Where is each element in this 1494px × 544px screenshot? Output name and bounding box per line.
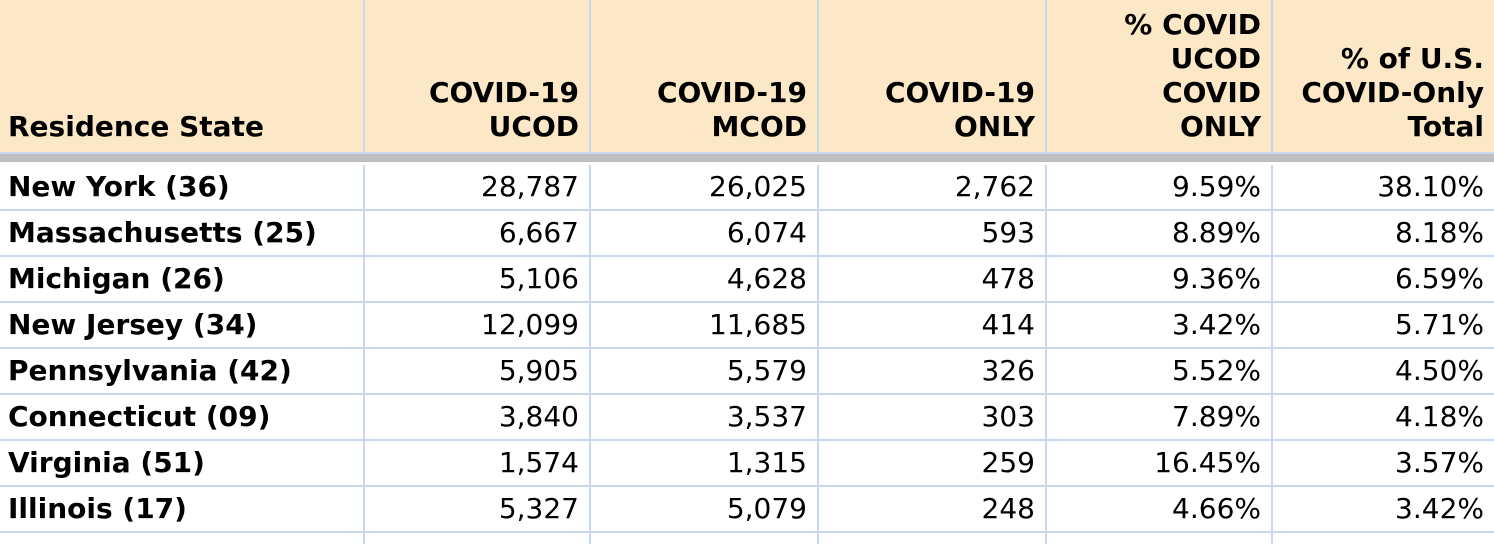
- value-cell: 8.18%: [1272, 209, 1494, 257]
- table-row: Virginia (51) 1,574 1,315 259 16.45% 3.57%: [0, 439, 1494, 487]
- value-cell: 3.42%: [1272, 485, 1494, 533]
- empty-cell: [590, 531, 819, 544]
- value-cell: 4,628: [590, 255, 819, 303]
- value-cell: 1,315: [590, 439, 819, 487]
- state-cell: Virginia (51): [0, 439, 365, 487]
- partial-next-row: [0, 531, 1494, 544]
- table-header: Residence State COVID-19 UCOD COVID-19 M…: [0, 0, 1494, 165]
- value-cell: 2,762: [818, 163, 1047, 211]
- table-row: Michigan (26) 5,106 4,628 478 9.36% 6.59%: [0, 255, 1494, 303]
- value-cell: 5.71%: [1272, 301, 1494, 349]
- value-cell: 3.57%: [1272, 439, 1494, 487]
- value-cell: 7.89%: [1046, 393, 1273, 441]
- value-cell: 5,327: [364, 485, 591, 533]
- value-cell: 4.66%: [1046, 485, 1273, 533]
- table-row: Massachusetts (25) 6,667 6,074 593 8.89% 8.18…: [0, 209, 1494, 257]
- value-cell: 303: [818, 393, 1047, 441]
- value-cell: 3,537: [590, 393, 819, 441]
- value-cell: 28,787: [364, 163, 591, 211]
- value-cell: 5,905: [364, 347, 591, 395]
- value-cell: 414: [818, 301, 1047, 349]
- header-divider-bar: [0, 152, 1494, 165]
- state-cell: Pennsylvania (42): [0, 347, 365, 395]
- col-header-residence-state: Residence State: [0, 0, 365, 153]
- col-header-covid19-ucod: COVID-19 UCOD: [364, 0, 591, 153]
- value-cell: 8.89%: [1046, 209, 1273, 257]
- value-cell: 11,685: [590, 301, 819, 349]
- table-row: New York (36) 28,787 26,025 2,762 9.59% 38.10…: [0, 163, 1494, 211]
- value-cell: 3.42%: [1046, 301, 1273, 349]
- header-row: Residence State COVID-19 UCOD COVID-19 M…: [0, 0, 1494, 153]
- value-cell: 326: [818, 347, 1047, 395]
- value-cell: 26,025: [590, 163, 819, 211]
- state-cell: Illinois (17): [0, 485, 365, 533]
- value-cell: 4.18%: [1272, 393, 1494, 441]
- value-cell: 3,840: [364, 393, 591, 441]
- value-cell: 259: [818, 439, 1047, 487]
- col-header-pct-us-covid-only-total: % of U.S. COVID-Only Total: [1272, 0, 1494, 153]
- value-cell: 593: [818, 209, 1047, 257]
- empty-cell: [0, 531, 365, 544]
- empty-cell: [818, 531, 1047, 544]
- value-cell: 6,667: [364, 209, 591, 257]
- value-cell: 6,074: [590, 209, 819, 257]
- col-header-pct-covid-ucod-covid-only: % COVID UCOD COVID ONLY: [1046, 0, 1273, 153]
- value-cell: 16.45%: [1046, 439, 1273, 487]
- state-cell: Michigan (26): [0, 255, 365, 303]
- value-cell: 9.59%: [1046, 163, 1273, 211]
- value-cell: 4.50%: [1272, 347, 1494, 395]
- value-cell: 248: [818, 485, 1047, 533]
- empty-cell: [364, 531, 591, 544]
- state-cell: Connecticut (09): [0, 393, 365, 441]
- empty-cell: [1272, 531, 1494, 544]
- value-cell: 38.10%: [1272, 163, 1494, 211]
- value-cell: 12,099: [364, 301, 591, 349]
- value-cell: 1,574: [364, 439, 591, 487]
- empty-cell: [1046, 531, 1273, 544]
- state-cell: Massachusetts (25): [0, 209, 365, 257]
- state-cell: New Jersey (34): [0, 301, 365, 349]
- col-header-covid19-mcod: COVID-19 MCOD: [590, 0, 819, 153]
- table-row: Pennsylvania (42) 5,905 5,579 326 5.52% 4.50%: [0, 347, 1494, 395]
- table-row: Connecticut (09) 3,840 3,537 303 7.89% 4.18%: [0, 393, 1494, 441]
- value-cell: 9.36%: [1046, 255, 1273, 303]
- value-cell: 5.52%: [1046, 347, 1273, 395]
- col-header-covid19-only: COVID-19 ONLY: [818, 0, 1047, 153]
- value-cell: 5,079: [590, 485, 819, 533]
- value-cell: 6.59%: [1272, 255, 1494, 303]
- value-cell: 478: [818, 255, 1047, 303]
- value-cell: 5,106: [364, 255, 591, 303]
- table-row: New Jersey (34) 12,099 11,685 414 3.42% 5.71%: [0, 301, 1494, 349]
- value-cell: 5,579: [590, 347, 819, 395]
- table-row: Illinois (17) 5,327 5,079 248 4.66% 3.42%: [0, 485, 1494, 533]
- state-cell: New York (36): [0, 163, 365, 211]
- table-body: New York (36) 28,787 26,025 2,762 9.59% 38.10…: [0, 163, 1494, 544]
